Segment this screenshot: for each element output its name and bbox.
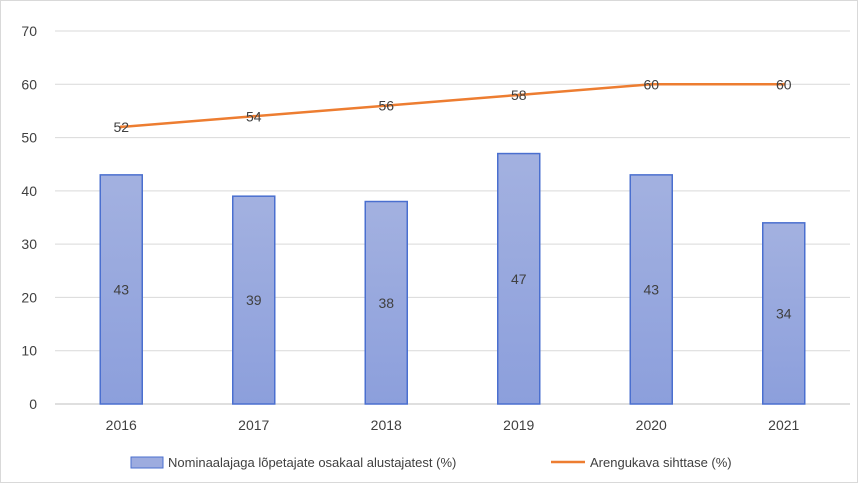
y-tick-label: 20 [21, 289, 37, 305]
bar [364, 200, 408, 405]
line-point [517, 93, 521, 97]
y-tick-label: 70 [21, 23, 37, 39]
y-tick-label: 0 [29, 396, 37, 412]
line-data-label: 60 [776, 76, 792, 92]
x-tick-label: 2021 [768, 417, 799, 433]
x-tick-label: 2017 [238, 417, 269, 433]
line-data-label: 52 [113, 119, 129, 135]
line-series: 52 54 56 58 60 60 [113, 76, 791, 135]
bar-data-label: 43 [113, 281, 129, 297]
y-tick-label: 40 [21, 183, 37, 199]
line-data-label: 54 [246, 108, 262, 124]
bar [232, 195, 276, 405]
line-point [384, 104, 388, 108]
x-axis-tick-labels: 2016 2017 2018 2019 2020 2021 [106, 417, 800, 433]
bar-data-label: 34 [776, 305, 792, 321]
x-tick-label: 2016 [106, 417, 137, 433]
bar-series: 43 39 38 47 43 34 [99, 152, 806, 405]
legend-swatch-bar [130, 456, 164, 469]
bar-data-label: 47 [511, 271, 527, 287]
line-data-label: 58 [511, 87, 527, 103]
x-tick-label: 2019 [503, 417, 534, 433]
legend: Nominaalajaga lõpetajate osakaal alustaj… [130, 455, 732, 470]
bar [99, 174, 143, 405]
line-point [649, 82, 653, 86]
bar-data-label: 38 [378, 295, 394, 311]
legend-label-line: Arengukava sihttase (%) [590, 455, 732, 470]
x-tick-label: 2020 [636, 417, 667, 433]
bar [497, 152, 541, 405]
y-axis-tick-labels: 0 10 20 30 40 50 60 70 [21, 23, 37, 412]
bar [629, 174, 673, 405]
y-tick-label: 60 [21, 76, 37, 92]
bar-data-label: 43 [643, 281, 659, 297]
bar [762, 222, 806, 405]
target-line [121, 83, 784, 129]
y-tick-label: 10 [21, 343, 37, 359]
line-data-label: 56 [378, 98, 394, 114]
legend-label-bar: Nominaalajaga lõpetajate osakaal alustaj… [168, 455, 456, 470]
line-point [782, 82, 786, 86]
line-point [252, 114, 256, 118]
x-tick-label: 2018 [371, 417, 402, 433]
line-point [119, 125, 123, 129]
bar-data-label: 39 [246, 292, 262, 308]
line-data-label: 60 [643, 76, 659, 92]
y-tick-label: 50 [21, 130, 37, 146]
y-tick-label: 30 [21, 236, 37, 252]
